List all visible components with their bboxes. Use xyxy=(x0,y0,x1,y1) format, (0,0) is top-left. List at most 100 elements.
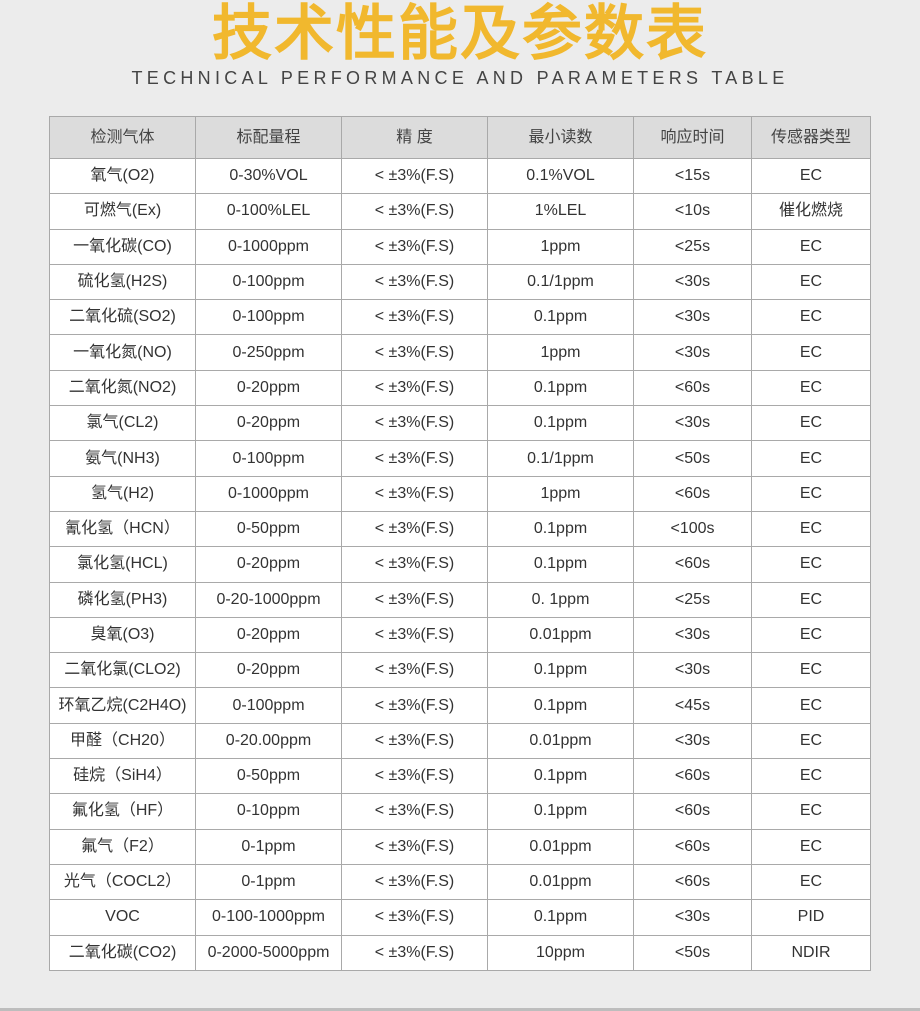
table-cell: 氯化氢(HCL) xyxy=(49,546,196,583)
table-cell: 二氧化氯(CLO2) xyxy=(49,652,196,689)
table-cell: < ±3%(F.S) xyxy=(341,899,488,936)
table-cell: EC xyxy=(751,510,871,548)
table-cell: EC xyxy=(751,157,871,195)
table-cell: <60s xyxy=(633,793,752,830)
table-cell: EC xyxy=(751,405,871,442)
table-cell: 0-30%VOL xyxy=(195,157,342,195)
table-cell: <60s xyxy=(633,475,752,512)
table-header-row: 检测气体 标配量程精 度最小读数 响应时间 传感器类型 xyxy=(49,116,871,159)
table-cell: 0.1ppm xyxy=(487,758,634,795)
table-cell: 0.1ppm xyxy=(487,369,634,407)
table-cell: <45s xyxy=(633,687,752,724)
table-cell: 氰化氢（HCN） xyxy=(49,510,196,548)
table-cell: 0-1ppm xyxy=(195,828,342,865)
table-cell: 0-20ppm xyxy=(195,546,342,583)
table-cell: 甲醛（CH20） xyxy=(49,722,196,760)
table-row: 氯气(CL2) 0-20ppm < ±3%(F.S) 0.1ppm <30s EC xyxy=(49,405,871,442)
table-cell: <30s xyxy=(633,405,752,442)
table-cell: <60s xyxy=(633,828,752,865)
table-cell: 0.1ppm xyxy=(487,899,634,936)
table-cell: EC xyxy=(751,475,871,512)
table-cell: EC xyxy=(751,369,871,407)
table-row: 二氧化硫(SO2) 0-100ppm < ±3%(F.S) 0.1ppm <30s EC xyxy=(49,299,871,336)
table-cell: <60s xyxy=(633,546,752,583)
table-row: 氟化氢（HF） 0-10ppm < ±3%(F.S) 0.1ppm <60s EC xyxy=(49,793,871,830)
table-cell: VOC xyxy=(49,899,196,936)
table-cell: EC xyxy=(751,722,871,760)
table-cell: 磷化氢(PH3) xyxy=(49,581,196,618)
table-cell: <15s xyxy=(633,157,752,195)
table-cell: 0.1ppm xyxy=(487,687,634,724)
table-cell: 氟化氢（HF） xyxy=(49,793,196,830)
table-row: 硅烷（SiH4） 0-50ppm < ±3%(F.S) 0.1ppm <60s EC xyxy=(49,758,871,795)
table-cell: EC xyxy=(751,616,871,654)
table-cell: 0-20ppm xyxy=(195,405,342,442)
table-cell: 0-100-1000ppm xyxy=(195,899,342,936)
table-cell: 可燃气(Ex) xyxy=(49,193,196,230)
table-cell: <30s xyxy=(633,652,752,689)
table-cell: 0-20.00ppm xyxy=(195,722,342,760)
table-cell: < ±3%(F.S) xyxy=(341,193,488,230)
table-cell: <60s xyxy=(633,863,752,901)
table-cell: EC xyxy=(751,581,871,618)
table-cell: 0.01ppm xyxy=(487,828,634,865)
table-cell: <10s xyxy=(633,193,752,230)
table-cell: <30s xyxy=(633,334,752,371)
table-cell: PID xyxy=(751,899,871,936)
page-title: 技术性能及参数表 xyxy=(212,0,708,69)
table-cell: 光气（COCL2） xyxy=(49,863,196,901)
table-cell: < ±3%(F.S) xyxy=(341,758,488,795)
table-cell: 0-250ppm xyxy=(195,334,342,371)
table-cell: 0-20ppm xyxy=(195,616,342,654)
table-row: 氧气(O2) 0-30%VOL < ±3%(F.S) 0.1%VOL <15s EC xyxy=(49,157,871,195)
table-cell: <50s xyxy=(633,440,752,477)
table-row: 可燃气(Ex) 0-100%LEL < ±3%(F.S) 1%LEL <10s 催化燃烧 xyxy=(49,193,871,230)
table-cell: 0.1ppm xyxy=(487,299,634,336)
table-cell: 二氧化碳(CO2) xyxy=(49,934,196,971)
table-cell: 0.1/1ppm xyxy=(487,263,634,301)
table-cell: EC xyxy=(751,863,871,901)
bottom-divider xyxy=(0,1008,920,1011)
table-cell: <60s xyxy=(633,369,752,407)
page-subtitle: TECHNICAL PERFORMANCE AND PARAMETERS TAB… xyxy=(131,68,789,88)
table-cell: <25s xyxy=(633,228,752,265)
table-cell: < ±3%(F.S) xyxy=(341,934,488,971)
table-cell: EC xyxy=(751,263,871,301)
table-cell: 1ppm xyxy=(487,334,634,371)
table-cell: 0.1ppm xyxy=(487,793,634,830)
table-cell: 氨气(NH3) xyxy=(49,440,196,477)
table-cell: 1ppm xyxy=(487,475,634,512)
table-cell: 0.1ppm xyxy=(487,405,634,442)
table-row: 氰化氢（HCN） 0-50ppm < ±3%(F.S) 0.1ppm <100s EC xyxy=(49,510,871,548)
table-cell: EC xyxy=(751,793,871,830)
table-row: VOC 0-100-1000ppm < ±3%(F.S) 0.1ppm <30s PID xyxy=(49,899,871,936)
column-header: 响应时间 xyxy=(633,116,752,159)
table-cell: 0.1ppm xyxy=(487,652,634,689)
table-row: 光气（COCL2） 0-1ppm < ±3%(F.S) 0.01ppm <60s EC xyxy=(49,863,871,901)
table-cell: 0-1000ppm xyxy=(195,228,342,265)
table-cell: 0-100ppm xyxy=(195,687,342,724)
column-header: 最小读数 xyxy=(487,116,634,159)
table-cell: 0-10ppm xyxy=(195,793,342,830)
table-cell: 0-20-1000ppm xyxy=(195,581,342,618)
table-row: 一氧化碳(CO) 0-1000ppm < ±3%(F.S) 1ppm <25s EC xyxy=(49,228,871,265)
table-cell: EC xyxy=(751,228,871,265)
parameters-table: 检测气体 标配量程精 度最小读数 响应时间 传感器类型 氧气(O2) 0-30%VOL <… xyxy=(49,116,871,971)
table-cell: < ±3%(F.S) xyxy=(341,652,488,689)
table-cell: 氢气(H2) xyxy=(49,475,196,512)
table-cell: < ±3%(F.S) xyxy=(341,299,488,336)
table-cell: < ±3%(F.S) xyxy=(341,793,488,830)
table-cell: < ±3%(F.S) xyxy=(341,616,488,654)
table-row: 二氧化氮(NO2) 0-20ppm < ±3%(F.S) 0.1ppm <60s EC xyxy=(49,369,871,407)
table-cell: 0-1ppm xyxy=(195,863,342,901)
table-cell: 1%LEL xyxy=(487,193,634,230)
table-cell: < ±3%(F.S) xyxy=(341,228,488,265)
table-row: 氢气(H2) 0-1000ppm < ±3%(F.S) 1ppm <60s EC xyxy=(49,475,871,512)
table-cell: 0.1%VOL xyxy=(487,157,634,195)
table-cell: 0-20ppm xyxy=(195,369,342,407)
table-cell: 0.01ppm xyxy=(487,863,634,901)
table-cell: 氯气(CL2) xyxy=(49,405,196,442)
column-header: 传感器类型 xyxy=(751,116,871,159)
table-cell: <30s xyxy=(633,899,752,936)
table-cell: 0-100ppm xyxy=(195,299,342,336)
